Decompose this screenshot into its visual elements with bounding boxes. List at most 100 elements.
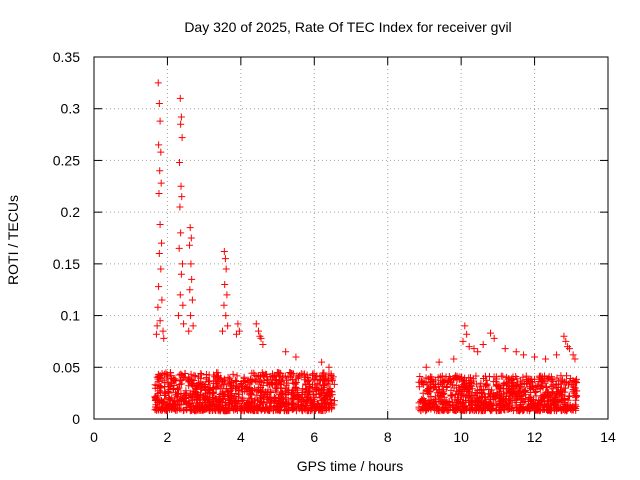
data-point: [199, 406, 207, 414]
data-point: [272, 395, 280, 403]
data-point: [497, 372, 505, 380]
data-point: [432, 383, 440, 391]
data-point: [300, 405, 308, 413]
data-point: [465, 383, 473, 391]
data-point: [473, 389, 481, 397]
data-point: [492, 393, 500, 401]
data-point: [191, 372, 199, 380]
data-point: [512, 348, 520, 356]
data-point: [205, 402, 213, 410]
data-point: [415, 399, 423, 407]
data-point: [427, 376, 435, 384]
data-point: [487, 329, 495, 337]
data-point: [561, 400, 569, 408]
data-point: [520, 351, 528, 359]
data-point: [256, 332, 264, 340]
data-point: [263, 370, 271, 378]
data-point: [187, 260, 195, 268]
data-point: [477, 379, 485, 387]
data-point: [554, 377, 562, 385]
data-point: [289, 387, 297, 395]
data-point: [508, 375, 516, 383]
data-point: [219, 327, 226, 335]
data-point: [566, 392, 574, 400]
data-point: [157, 179, 165, 187]
data-point: [162, 405, 170, 413]
data-point: [238, 383, 246, 391]
data-point: [189, 322, 197, 330]
data-point: [534, 399, 542, 407]
data-point: [292, 378, 300, 386]
data-point: [451, 396, 459, 404]
data-point: [415, 405, 423, 413]
data-point: [548, 397, 556, 405]
data-point: [474, 348, 482, 356]
data-point: [226, 375, 234, 383]
data-point: [490, 334, 498, 342]
data-point: [227, 378, 235, 386]
data-point: [177, 370, 185, 378]
data-point: [265, 407, 273, 415]
data-point: [222, 312, 230, 320]
data-point: [284, 373, 292, 381]
plot-frame: [93, 56, 609, 420]
data-point: [259, 400, 267, 408]
data-point: [215, 393, 223, 401]
data-point: [178, 134, 186, 142]
data-point: [277, 369, 285, 377]
data-point: [496, 387, 504, 395]
data-point: [463, 330, 471, 338]
data-point: [325, 389, 333, 397]
data-point: [562, 337, 570, 345]
data-point: [484, 390, 492, 398]
data-point: [489, 389, 497, 397]
data-point: [224, 373, 232, 381]
data-point: [571, 355, 579, 363]
data-point: [479, 341, 487, 349]
data-point: [438, 406, 446, 414]
data-point: [218, 394, 226, 402]
data-point: [418, 378, 426, 386]
data-point: [447, 391, 455, 399]
data-point: [226, 396, 234, 404]
data-point: [159, 327, 167, 335]
data-point: [492, 406, 500, 414]
data-point: [499, 404, 507, 412]
data-point: [223, 291, 231, 299]
data-point: [274, 399, 282, 407]
data-point: [435, 358, 443, 366]
data-point: [205, 386, 213, 394]
data-point: [442, 383, 450, 391]
data-point: [473, 397, 481, 405]
data-point: [459, 337, 467, 345]
data-point: [196, 396, 204, 404]
data-point: [468, 400, 476, 408]
data-point: [298, 391, 306, 399]
data-point: [284, 406, 292, 414]
data-point: [495, 406, 503, 414]
data-point: [453, 372, 461, 380]
data-point: [186, 286, 194, 294]
data-point: [190, 377, 198, 385]
data-point: [248, 398, 256, 406]
data-point: [285, 386, 293, 394]
data-point: [188, 296, 196, 304]
data-point: [443, 383, 451, 391]
data-point: [299, 385, 307, 393]
data-point: [190, 402, 198, 410]
data-point: [565, 392, 573, 400]
data-point: [179, 301, 187, 309]
data-point: [302, 396, 310, 404]
data-point: [572, 406, 580, 414]
data-point: [155, 190, 163, 198]
data-point: [422, 374, 430, 382]
data-point: [155, 372, 163, 380]
data-point: [153, 322, 161, 330]
data-point: [325, 386, 333, 394]
data-point: [177, 120, 185, 128]
x-tick-label: 2: [164, 429, 172, 445]
data-point: [198, 402, 206, 410]
data-point: [547, 401, 555, 409]
data-point: [553, 374, 561, 382]
data-point: [532, 392, 540, 400]
